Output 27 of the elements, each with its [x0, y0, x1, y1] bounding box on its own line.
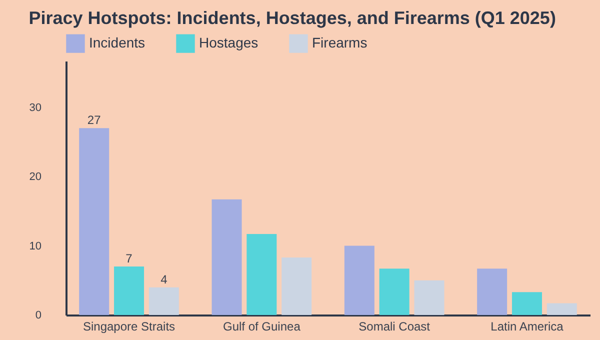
bar: [546, 303, 577, 315]
legend-label: Firearms: [312, 34, 368, 51]
y-tick-label: 30: [29, 102, 42, 114]
y-tick-label: 20: [29, 171, 42, 184]
bar: [148, 287, 179, 315]
x-tick-label: Latin America: [490, 320, 564, 334]
x-tick-label: Somali Coast: [358, 320, 431, 334]
bar: [344, 246, 374, 315]
bar: [212, 199, 242, 315]
bar: [512, 292, 542, 315]
data-label: 4: [160, 272, 168, 286]
legend-label: Incidents: [89, 34, 146, 51]
y-tick-label: 0: [35, 310, 42, 322]
data-label: 7: [126, 252, 133, 266]
x-tick-label: Singapore Straits: [82, 320, 176, 334]
data-label: 27: [87, 113, 102, 128]
legend-label: Hostages: [199, 34, 258, 51]
bar: [114, 266, 144, 315]
y-tick-label: 10: [29, 240, 42, 252]
x-tick-label: Gulf of Guinea: [222, 320, 301, 334]
bar: [282, 258, 312, 315]
bar: [79, 128, 110, 315]
chart-title: Piracy Hotspots: Incidents, Hostages, and Firearms (Q1 2025): [28, 8, 556, 28]
bar: [246, 234, 277, 315]
bar: [477, 268, 508, 315]
bar: [379, 268, 410, 315]
bar: [414, 280, 444, 315]
